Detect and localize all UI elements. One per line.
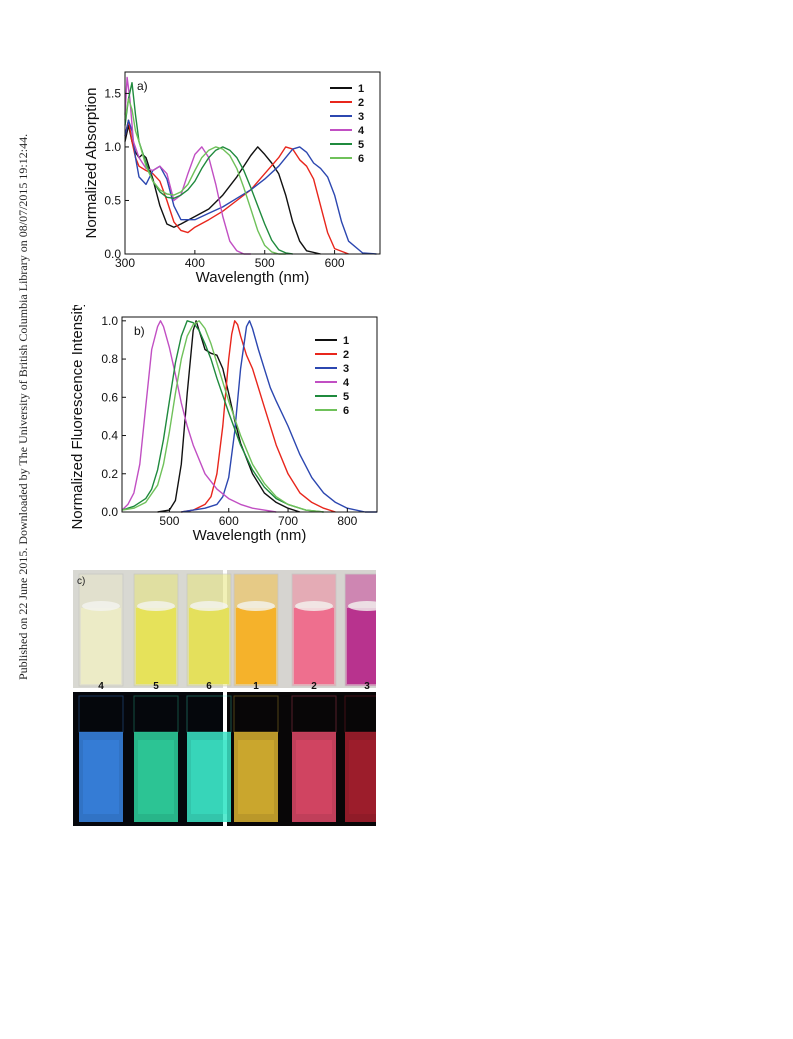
y-tick-label: 0.0 bbox=[101, 505, 118, 519]
x-tick-label: 500 bbox=[159, 514, 179, 528]
fluorescence-chart: 500 600 700 800 0.0 0.2 0.4 0.6 0.8 1.0 Wavelength… bbox=[69, 305, 378, 544]
series-line-6 bbox=[124, 98, 286, 255]
cuvette-uv-top-1 bbox=[233, 695, 279, 733]
y-tick-label: 0.8 bbox=[101, 352, 118, 366]
x-tick-label: 600 bbox=[325, 256, 345, 270]
y-axis-label: Normalized Fluorescence Intensity bbox=[69, 305, 86, 530]
absorption-chart: 300 400 500 600 0.0 0.5 1.0 1.5 Wavelength (nm) N… bbox=[83, 71, 381, 286]
cuvette-liquid-daylight-2 bbox=[294, 608, 334, 684]
cuvette-uv-core-2 bbox=[296, 740, 332, 814]
download-notice-text: Published on 22 June 2015. Downloaded by… bbox=[16, 133, 30, 680]
series-line-5 bbox=[121, 320, 324, 513]
y-tick-label: 0.0 bbox=[104, 247, 121, 261]
y-tick-label: 0.6 bbox=[101, 390, 118, 404]
series-line-1 bbox=[124, 124, 321, 255]
legend-label-5: 5 bbox=[343, 391, 349, 403]
cuvette-uv-core-1 bbox=[238, 740, 274, 814]
cuvette-uv-core-4 bbox=[83, 740, 119, 814]
series-line-2 bbox=[124, 119, 349, 255]
cuvette-meniscus-1 bbox=[237, 601, 275, 611]
series-line-3 bbox=[181, 320, 377, 513]
sample-label-4: 4 bbox=[98, 681, 104, 692]
y-tick-label: 1.5 bbox=[104, 86, 121, 100]
cuvette-uv-top-2 bbox=[291, 695, 337, 733]
cuvette-meniscus-3 bbox=[348, 601, 376, 611]
panel-label: a) bbox=[137, 79, 148, 93]
y-tick-label: 0.2 bbox=[101, 467, 118, 481]
y-tick-label: 0.4 bbox=[101, 429, 118, 443]
x-axis-label: Wavelength (nm) bbox=[196, 269, 310, 286]
x-tick-label: 300 bbox=[115, 256, 135, 270]
y-tick-label: 1.0 bbox=[101, 314, 118, 328]
cuvette-uv-top-3 bbox=[344, 695, 376, 733]
sample-label-2: 2 bbox=[311, 681, 317, 692]
legend-label-4: 4 bbox=[343, 377, 350, 389]
cuvette-uv-top-4 bbox=[78, 695, 124, 733]
series-line-3 bbox=[124, 119, 377, 255]
series-line-2 bbox=[181, 320, 336, 513]
legend-label-3: 3 bbox=[343, 363, 349, 375]
y-tick-label: 1.0 bbox=[104, 140, 121, 154]
x-tick-label: 500 bbox=[255, 256, 275, 270]
cuvette-uv-core-6 bbox=[191, 740, 227, 814]
cuvette-liquid-daylight-4 bbox=[81, 608, 121, 684]
legend-label-2: 2 bbox=[343, 349, 349, 361]
cuvette-meniscus-6 bbox=[190, 601, 228, 611]
panel-label: b) bbox=[134, 324, 145, 338]
cuvette-uv-top-6 bbox=[186, 695, 232, 733]
legend-label-6: 6 bbox=[358, 153, 364, 165]
series-line-4 bbox=[121, 320, 277, 513]
plot-frame bbox=[124, 71, 381, 255]
series-line-1 bbox=[157, 320, 301, 513]
legend-label-4: 4 bbox=[358, 125, 365, 137]
cuvette-liquid-daylight-5 bbox=[136, 608, 176, 684]
sample-label-3: 3 bbox=[364, 681, 370, 692]
x-tick-label: 600 bbox=[219, 514, 239, 528]
sample-label-1: 1 bbox=[253, 681, 259, 692]
series-line-6 bbox=[121, 320, 324, 513]
cuvette-meniscus-4 bbox=[82, 601, 120, 611]
series-line-4 bbox=[124, 76, 251, 255]
x-tick-label: 700 bbox=[278, 514, 298, 528]
cuvette-photo-panel: 4 5 6 1 2 3 c) bbox=[73, 570, 376, 826]
plot-frame bbox=[121, 316, 378, 513]
cuvette-liquid-daylight-6 bbox=[189, 608, 229, 684]
legend-label-1: 1 bbox=[343, 335, 349, 347]
cuvette-meniscus-2 bbox=[295, 601, 333, 611]
cuvette-liquid-daylight-1 bbox=[236, 608, 276, 684]
legend-label-3: 3 bbox=[358, 111, 364, 123]
legend-label-2: 2 bbox=[358, 97, 364, 109]
panel-label: c) bbox=[77, 576, 85, 587]
x-tick-label: 400 bbox=[185, 256, 205, 270]
cuvette-uv-top-5 bbox=[133, 695, 179, 733]
cuvette-liquid-daylight-3 bbox=[347, 608, 376, 684]
legend-label-1: 1 bbox=[358, 83, 364, 95]
cuvette-uv-core-5 bbox=[138, 740, 174, 814]
download-notice: Published on 22 June 2015. Downloaded by… bbox=[4, 134, 30, 680]
x-tick-label: 800 bbox=[337, 514, 357, 528]
sample-label-6: 6 bbox=[206, 681, 212, 692]
legend-label-5: 5 bbox=[358, 139, 364, 151]
cuvette-uv-core-3 bbox=[349, 740, 376, 814]
y-axis-label: Normalized Absorption bbox=[83, 88, 100, 239]
cuvette-meniscus-5 bbox=[137, 601, 175, 611]
x-axis-label: Wavelength (nm) bbox=[193, 527, 307, 544]
y-tick-label: 0.5 bbox=[104, 193, 121, 207]
sample-label-5: 5 bbox=[153, 681, 159, 692]
legend-label-6: 6 bbox=[343, 405, 349, 417]
